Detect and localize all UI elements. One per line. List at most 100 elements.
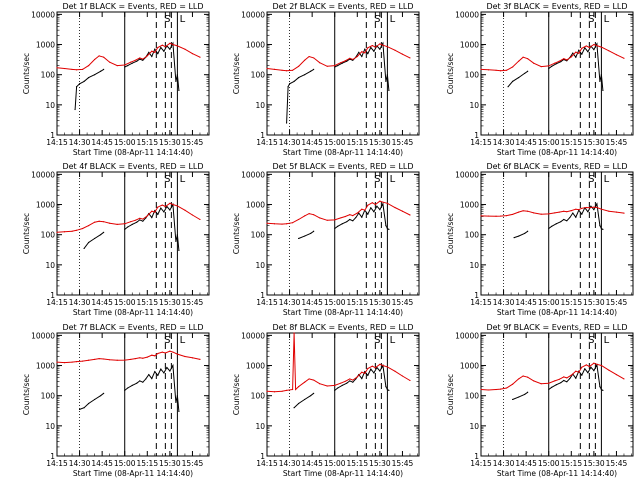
x-tick-label: 14:45 — [515, 138, 537, 147]
lld-point — [98, 220, 100, 222]
chart-title: Det 5f BLACK = Events, RED = LLD — [272, 162, 413, 171]
x-tick-label: 15:45 — [606, 459, 628, 468]
lld-point — [518, 378, 520, 380]
lld-point — [184, 355, 186, 358]
events-point — [100, 395, 102, 397]
lld-point — [146, 55, 148, 57]
chart-panel-1: Det 1f BLACK = Events, RED = LLD 1 10 100 10… — [22, 2, 210, 157]
events-point — [313, 68, 315, 70]
x-tick-label: 15:15 — [346, 459, 368, 468]
x-tick-label: 15:00 — [538, 459, 560, 468]
events-point — [157, 374, 159, 377]
lld-point — [319, 383, 321, 385]
lld-point — [480, 68, 482, 70]
lld-point — [75, 361, 78, 363]
lld-point — [199, 56, 201, 58]
lld-point — [94, 221, 96, 223]
events-point — [385, 80, 387, 82]
x-tick-label: 14:45 — [301, 298, 323, 307]
plot-frame — [480, 332, 634, 457]
x-tick-label: 15:15 — [136, 459, 158, 468]
events-point — [127, 65, 129, 67]
events-point — [382, 42, 384, 44]
lld-point — [124, 359, 126, 361]
x-tick-label: 14:15 — [256, 459, 278, 468]
lld-point — [581, 207, 583, 209]
events-point — [590, 366, 592, 368]
lld-point — [116, 65, 118, 67]
marker-label-s: S — [374, 174, 380, 185]
lld-point — [291, 69, 294, 71]
y-axis-label: Counts/sec — [446, 374, 455, 415]
events-point — [569, 377, 571, 380]
lld-point — [298, 65, 300, 67]
events-point — [136, 221, 138, 223]
lld-point — [176, 45, 178, 47]
lld-point — [139, 357, 141, 359]
events-point — [563, 218, 565, 221]
lld-point — [139, 57, 141, 59]
events-point — [555, 384, 557, 386]
x-tick-label: 15:30 — [159, 138, 181, 147]
events-point — [124, 389, 126, 391]
y-tick-label: 10 — [45, 422, 55, 431]
lld-point — [308, 213, 310, 215]
lld-point — [293, 332, 295, 334]
events-point — [154, 48, 156, 50]
events-point — [361, 216, 363, 218]
y-tick-label: 1 — [474, 131, 479, 140]
events-point — [341, 62, 343, 64]
plot-frame — [56, 11, 210, 136]
events-point — [379, 48, 381, 50]
x-axis-label: Start Time (08-Apr-11 14:14:40) — [73, 469, 193, 478]
lld-point — [63, 362, 66, 364]
y-tick-label: 10000 — [31, 10, 55, 19]
lld-point — [334, 219, 336, 221]
marker-label-l: L — [604, 174, 610, 185]
lld-series-line — [480, 362, 625, 391]
events-point — [172, 42, 174, 44]
lld-point — [308, 55, 310, 58]
lld-point — [480, 215, 482, 217]
lld-point — [157, 206, 159, 208]
events-point — [581, 374, 583, 376]
events-point — [78, 408, 81, 411]
y-tick-label: 1000 — [36, 201, 55, 210]
events-point — [352, 220, 354, 222]
lld-point — [71, 361, 73, 363]
lld-point — [600, 208, 602, 210]
lld-point — [81, 360, 84, 362]
events-point — [388, 89, 390, 92]
events-point — [590, 205, 592, 207]
x-tick-label: 15:00 — [324, 459, 346, 468]
lld-point — [361, 371, 363, 373]
lld-point — [75, 229, 78, 231]
lld-point — [379, 43, 381, 45]
y-tick-label: 10000 — [455, 170, 479, 179]
lld-point — [172, 203, 174, 206]
lld-point — [81, 227, 84, 230]
y-tick-label: 1000 — [460, 362, 479, 371]
y-axis-label: Counts/sec — [446, 213, 455, 254]
lld-point — [298, 386, 300, 388]
lld-point — [548, 382, 550, 384]
events-point — [388, 389, 390, 391]
lld-point — [533, 380, 535, 382]
events-point — [83, 407, 85, 409]
lld-point — [593, 206, 595, 208]
events-point — [310, 70, 312, 72]
events-point — [88, 77, 90, 79]
events-point — [358, 212, 360, 214]
events-point — [358, 51, 360, 53]
x-tick-label: 15:15 — [346, 138, 368, 147]
lld-point — [540, 66, 542, 68]
events-point — [518, 77, 520, 79]
x-tick-label: 15:30 — [583, 298, 605, 307]
events-point — [600, 74, 602, 76]
events-point — [512, 80, 514, 82]
lld-point — [608, 210, 610, 212]
marker-label-s: S — [588, 14, 594, 25]
events-point — [142, 381, 144, 383]
events-point — [572, 212, 574, 214]
lld-point — [191, 357, 194, 359]
